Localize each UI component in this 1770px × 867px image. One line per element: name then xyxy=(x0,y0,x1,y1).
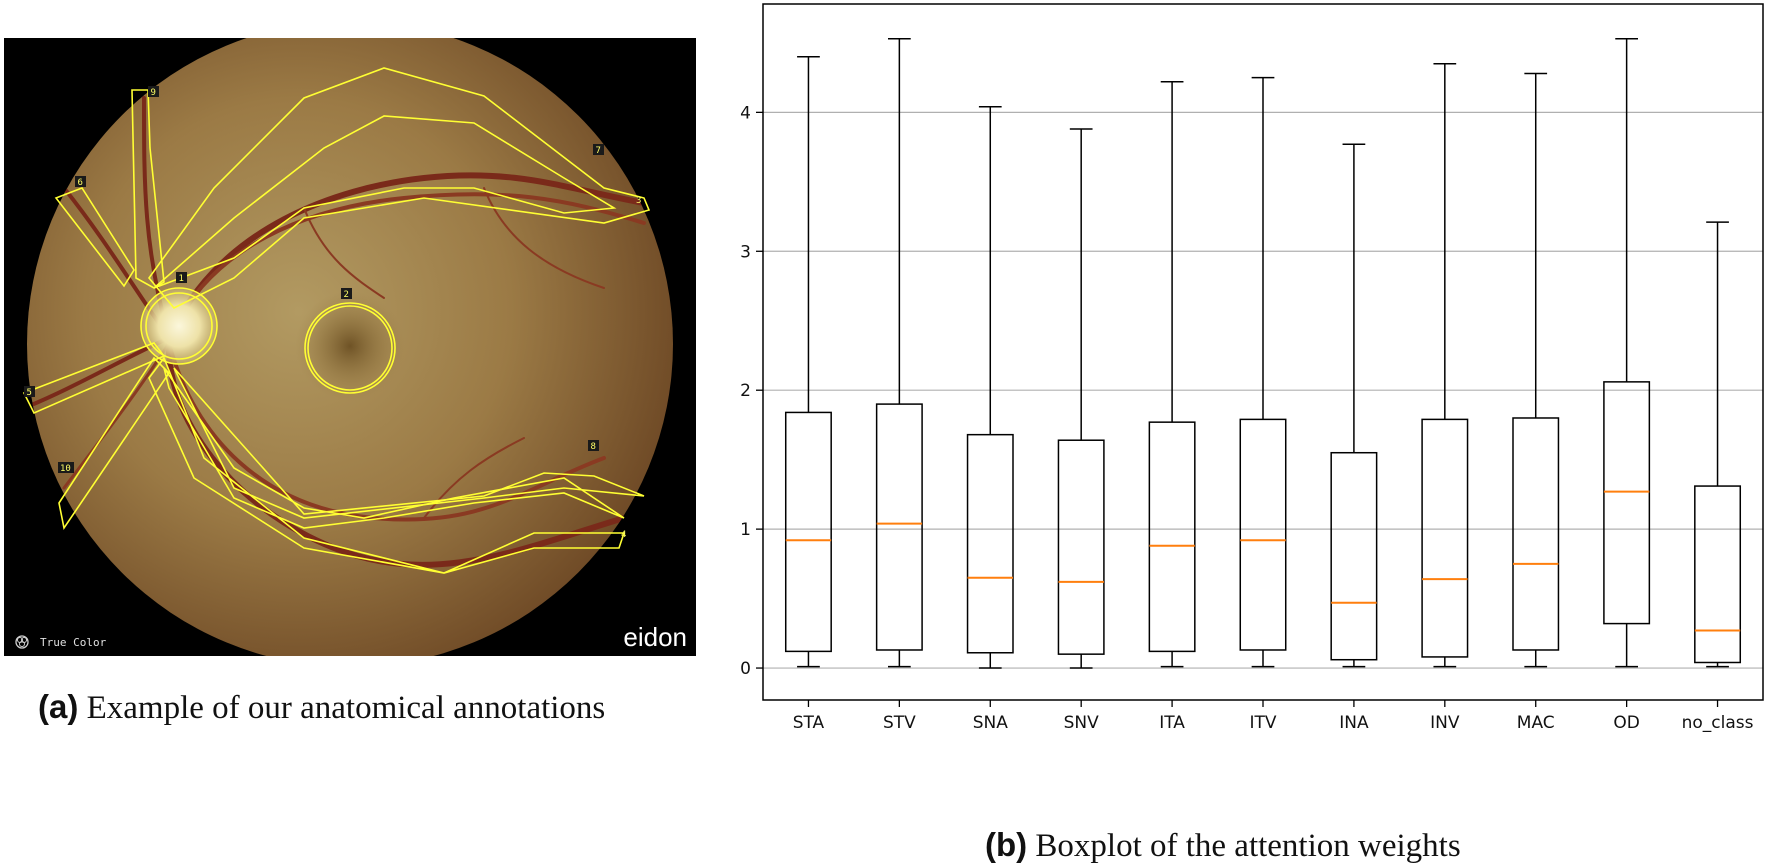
box-SNV xyxy=(1057,128,1105,669)
true-color-mode-indicator: True Color xyxy=(15,635,107,649)
box-INV xyxy=(1421,62,1469,668)
box-STA xyxy=(784,56,832,668)
region-label-5: 5 xyxy=(27,388,32,398)
caption-a-tag: (a) xyxy=(38,688,79,725)
region-label-2: 2 xyxy=(344,290,349,300)
iqr-box xyxy=(875,403,923,651)
x-tick-label: SNV xyxy=(1064,713,1100,733)
fundus-image: 1 2 3 4 5 6 7 8 9 10 True Color eidon xyxy=(15,38,687,656)
x-tick-label: MAC xyxy=(1517,713,1555,733)
box-ITA xyxy=(1148,81,1196,668)
iqr-box xyxy=(1239,418,1287,651)
box-SNA xyxy=(966,106,1014,669)
box-series xyxy=(784,37,1742,669)
region-label-10: 10 xyxy=(60,464,71,474)
y-tick-label: 3 xyxy=(740,242,751,262)
box-INA xyxy=(1330,143,1378,668)
macula xyxy=(295,291,405,401)
box-STV xyxy=(875,37,923,668)
caption-b: (b) Boxplot of the attention weights xyxy=(985,826,1461,865)
iqr-box xyxy=(1694,485,1742,664)
x-tick-label: no_class xyxy=(1682,713,1754,733)
caption-b-tag: (b) xyxy=(985,826,1028,863)
iqr-box xyxy=(1148,421,1196,653)
iqr-box xyxy=(1603,381,1651,625)
x-tick-label: STV xyxy=(883,713,916,733)
y-axis-ticks: 0 1 2 3 4 xyxy=(740,103,763,679)
region-label-1: 1 xyxy=(179,274,184,284)
x-tick-label: ITV xyxy=(1249,713,1276,733)
box-MAC xyxy=(1512,72,1560,668)
iqr-box xyxy=(1330,451,1378,661)
box-OD xyxy=(1603,37,1651,668)
x-tick-label: STA xyxy=(793,713,825,733)
caption-b-text: Boxplot of the attention weights xyxy=(1035,828,1461,864)
region-number-tags: 1 2 3 4 5 6 7 8 9 10 xyxy=(24,86,641,540)
iqr-box xyxy=(784,411,832,653)
x-tick-label: SNA xyxy=(973,713,1009,733)
color-mode-icon xyxy=(15,635,29,649)
y-tick-label: 2 xyxy=(740,381,751,401)
iqr-box xyxy=(1421,418,1469,658)
fundus-image-panel: 1 2 3 4 5 6 7 8 9 10 True Color eidon xyxy=(4,38,696,656)
y-tick-label: 0 xyxy=(740,659,751,679)
x-tick-label: INV xyxy=(1430,713,1460,733)
region-label-3: 3 xyxy=(636,196,641,206)
x-tick-label: OD xyxy=(1613,713,1639,733)
iqr-box xyxy=(1512,417,1560,651)
eidon-logo: eidon xyxy=(623,622,687,652)
blood-vessels xyxy=(27,96,647,568)
optic-disc xyxy=(141,288,217,364)
region-label-6: 6 xyxy=(78,178,83,188)
iqr-box xyxy=(1057,439,1105,655)
caption-a-text: Example of our anatomical annotations xyxy=(86,690,606,726)
x-tick-label: INA xyxy=(1339,713,1369,733)
annotation-overlays xyxy=(22,67,651,574)
region-label-8: 8 xyxy=(591,442,596,452)
box-ITV xyxy=(1239,76,1287,668)
plot-frame xyxy=(762,3,1764,701)
x-tick-label: ITA xyxy=(1159,713,1185,733)
region-label-7: 7 xyxy=(596,146,601,156)
caption-a: (a) Example of our anatomical annotation… xyxy=(38,688,605,727)
box-no_class xyxy=(1694,221,1742,668)
region-label-9: 9 xyxy=(151,88,156,98)
mode-label: True Color xyxy=(40,636,107,649)
y-tick-label: 4 xyxy=(740,103,751,123)
y-tick-label: 1 xyxy=(740,520,751,540)
region-label-4: 4 xyxy=(621,530,626,540)
iqr-box xyxy=(966,433,1014,654)
x-axis-ticks: STA STV SNA SNV ITA ITV INA INV MAC OD no_class xyxy=(793,700,1754,733)
